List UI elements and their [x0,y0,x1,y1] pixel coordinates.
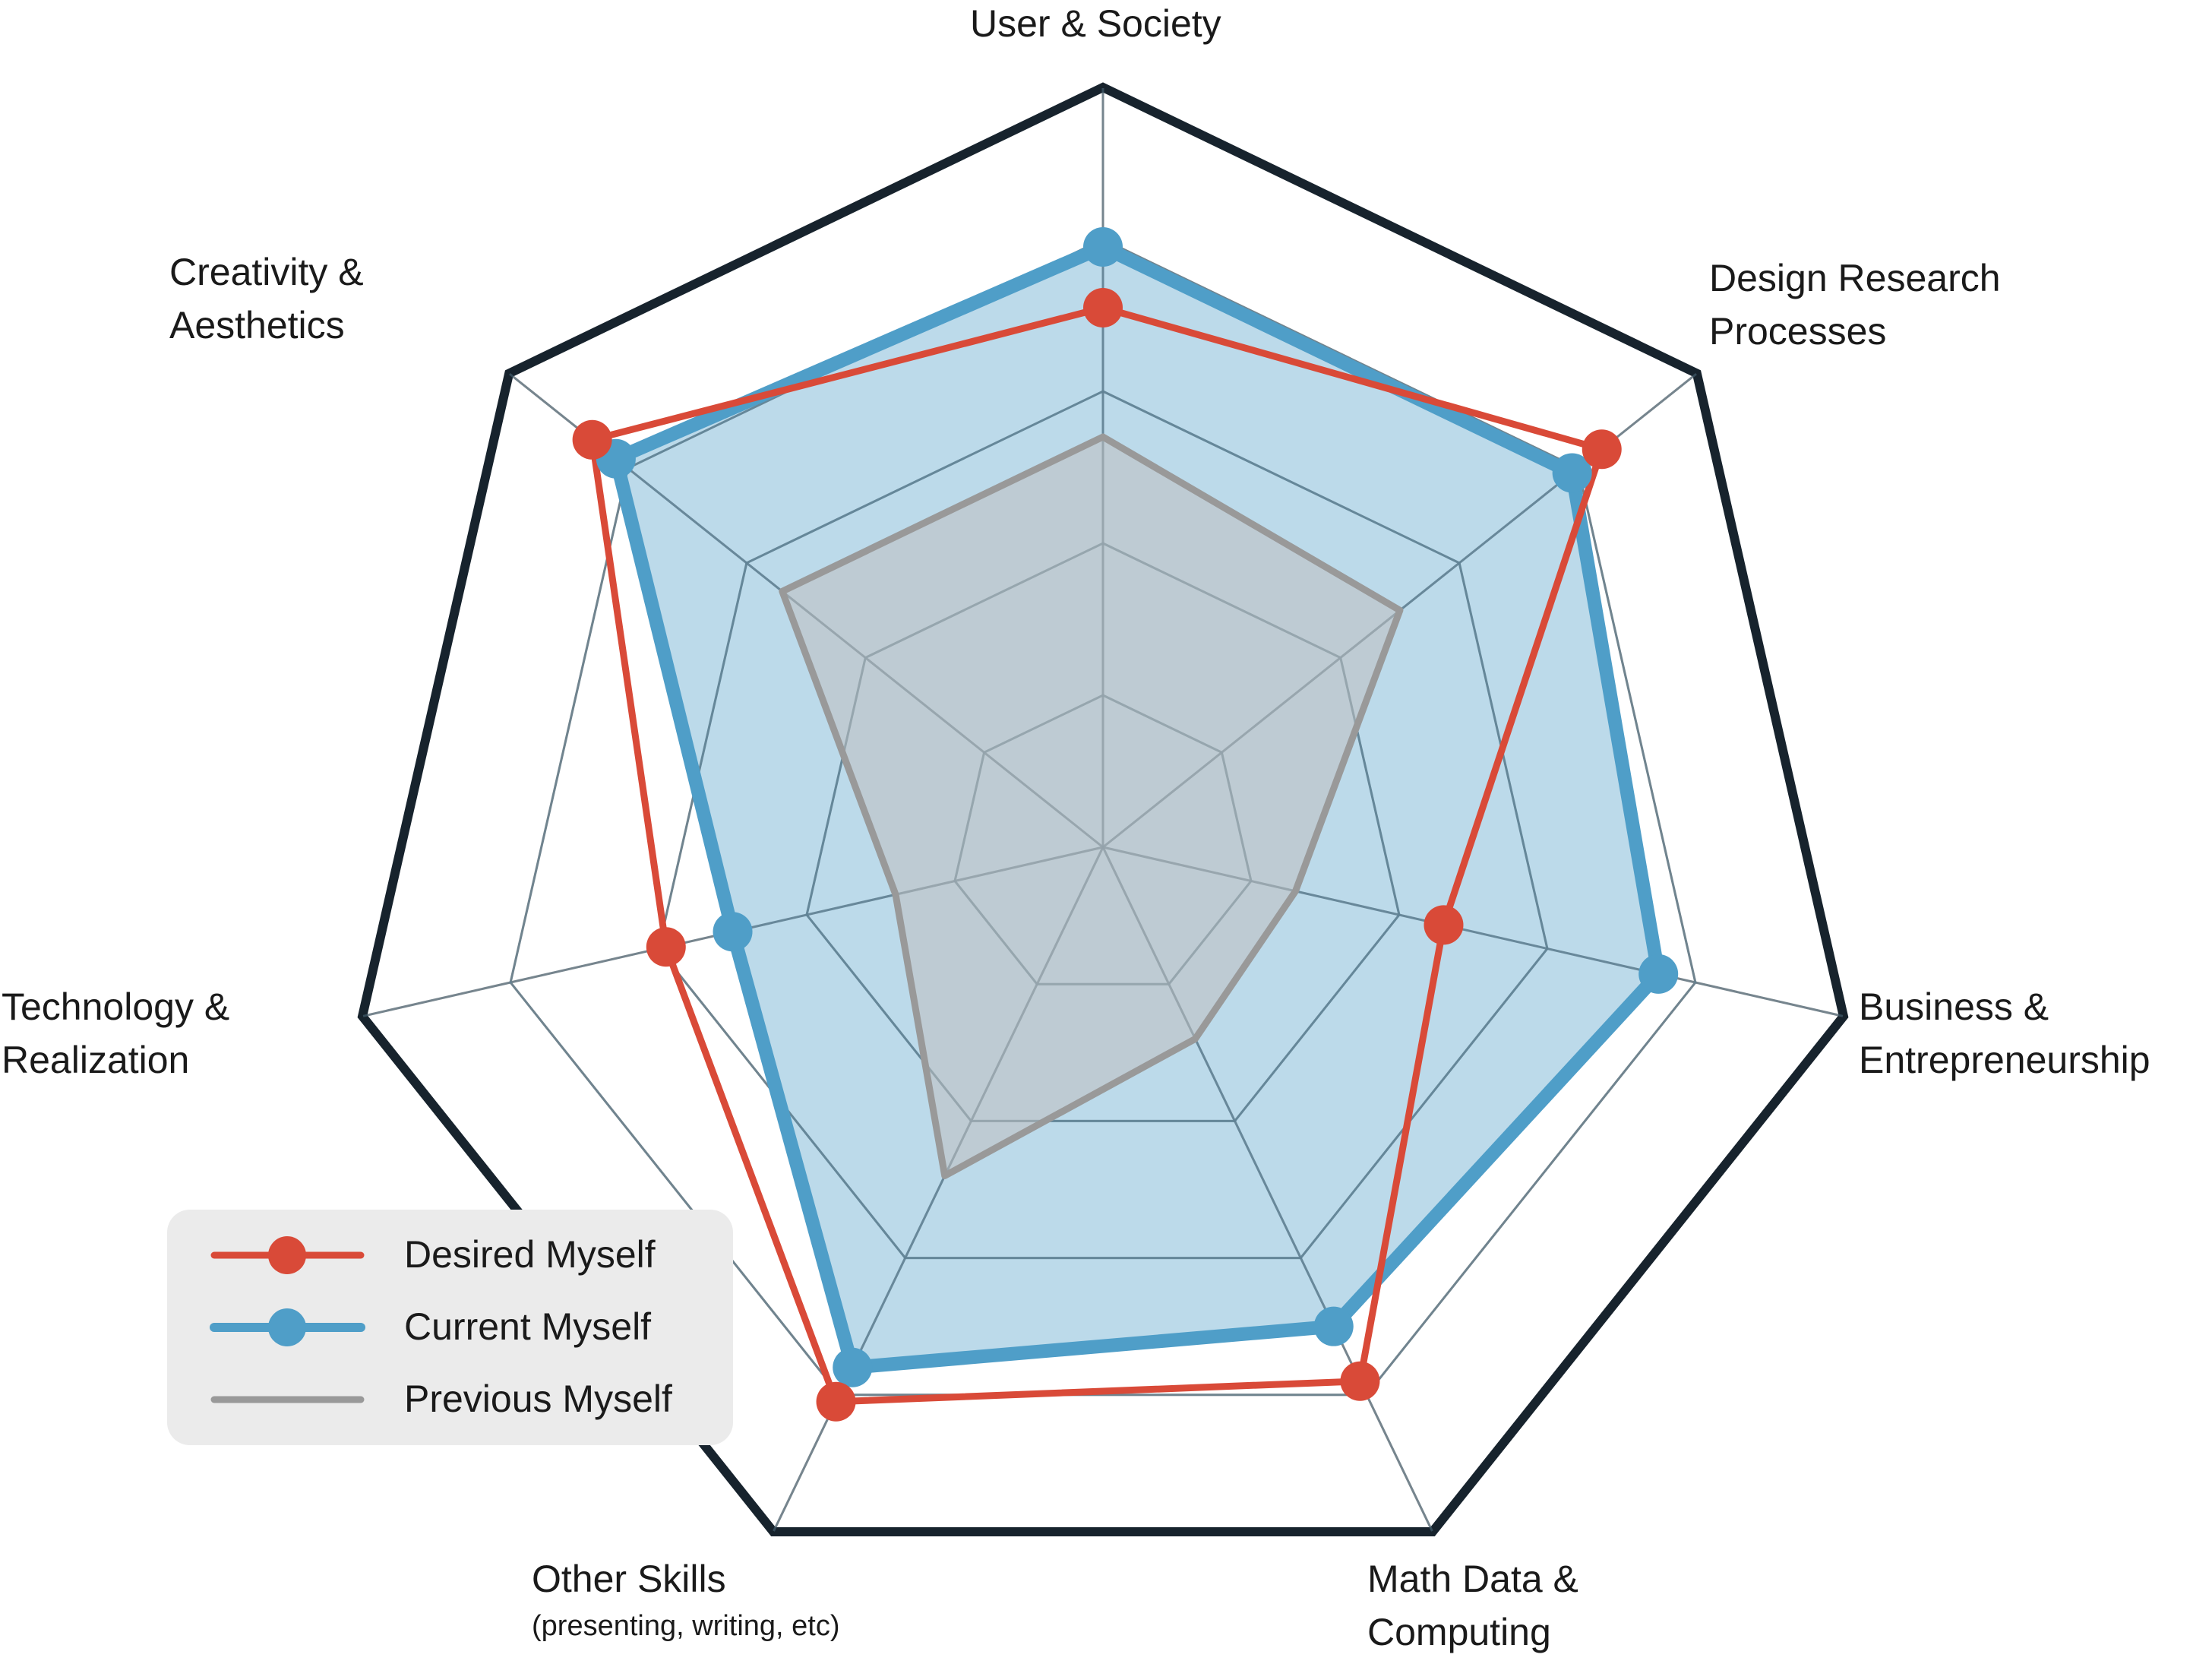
legend-item-previous: Previous Myself [210,1378,672,1420]
axis-label-line: Entrepreneurship [1859,1039,2150,1081]
legend-marker-desired [268,1236,306,1274]
axis-label-line: Realization [2,1039,189,1081]
point-current [833,1347,873,1387]
point-desired [572,419,612,460]
legend-label-previous: Previous Myself [404,1378,672,1420]
legend-marker-current [268,1308,306,1346]
axis-label: Business & Entrepreneurship [1859,985,2150,1081]
axis-label-line: Business & [1859,985,2049,1028]
axis-label-line: Processes [1709,310,1886,353]
axis-label-line: Computing [1367,1611,1551,1653]
legend: Desired Myself Current Myself Previous M… [167,1210,733,1445]
axis-label: Design Research Processes [1709,257,2001,353]
point-desired [1083,288,1123,327]
axis-label-line: Math Data & [1367,1558,1578,1600]
legend-label-current: Current Myself [404,1305,651,1348]
axis-label: User & Society [970,2,1221,45]
grid-ring-overlay [657,390,1549,1260]
axis-label-line: Technology & [2,985,229,1028]
axis-label: Technology & Realization [2,985,229,1081]
legend-box [167,1210,733,1445]
series-line-current [608,240,1666,1375]
series-previous [779,433,1404,1179]
legend-item-desired: Desired Myself [210,1233,656,1276]
axis-label: Math Data & Computing [1367,1558,1578,1653]
radar-series [362,88,1844,1532]
grid-outer-ring [357,82,1849,1536]
legend-item-current: Current Myself [210,1305,651,1348]
point-current [1638,954,1679,994]
axis-label-line: User & Society [970,2,1221,45]
axis-label-line: Design Research [1709,257,2001,299]
point-current [1083,227,1123,267]
axis-label-line: Aesthetics [169,304,345,346]
point-desired [1340,1361,1380,1401]
point-desired [646,927,686,967]
axis-label-line: Other Skills [532,1558,726,1600]
point-desired [1582,429,1622,470]
axis-label: Creativity & Aesthetics [169,251,364,346]
point-desired [816,1381,856,1422]
point-current [1552,453,1592,493]
legend-label-desired: Desired Myself [404,1233,656,1276]
axis-sublabel: (presenting, writing, etc) [532,1610,840,1642]
axis-label: Other Skills [532,1558,726,1600]
point-current [713,912,753,952]
axis-labels: User & Society Design Research Processes Bu… [2,2,2150,1653]
point-current [1313,1306,1354,1346]
axis-label-line: Creativity & [169,251,364,293]
series-line-desired [589,304,1606,1406]
point-desired [1424,905,1464,945]
